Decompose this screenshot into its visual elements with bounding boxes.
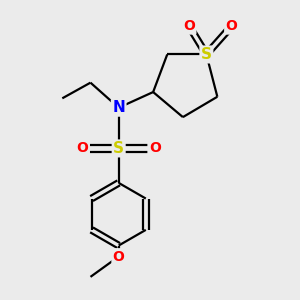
Text: O: O <box>226 19 237 33</box>
Text: S: S <box>113 141 124 156</box>
Text: O: O <box>77 141 88 155</box>
Text: O: O <box>149 141 161 155</box>
Text: N: N <box>112 100 125 115</box>
Text: O: O <box>183 19 195 33</box>
Text: O: O <box>113 250 124 263</box>
Text: S: S <box>201 47 212 62</box>
